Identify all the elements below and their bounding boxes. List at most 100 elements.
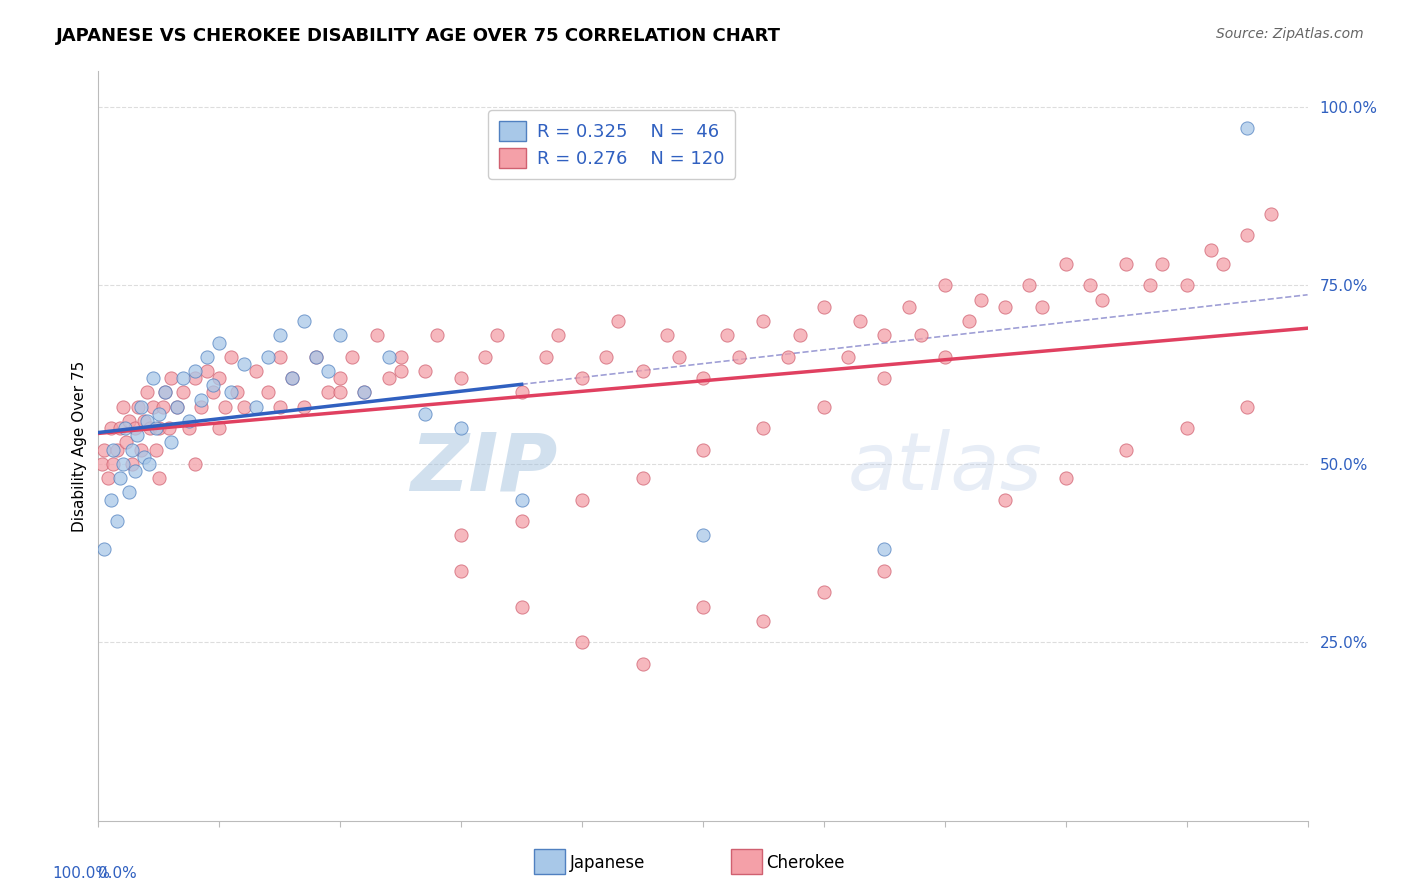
Point — [127, 428, 149, 442]
Point — [256, 350, 278, 364]
Point — [1054, 257, 1077, 271]
Point — [450, 564, 472, 578]
Point — [413, 364, 436, 378]
Point — [450, 528, 472, 542]
Point — [873, 371, 896, 385]
Point — [389, 364, 412, 378]
Point — [631, 657, 654, 671]
Point — [728, 350, 751, 364]
Point — [100, 492, 122, 507]
Text: atlas: atlas — [848, 429, 1043, 508]
Point — [1152, 257, 1174, 271]
Point — [226, 385, 249, 400]
Point — [145, 442, 167, 457]
Point — [195, 364, 218, 378]
Point — [1175, 421, 1198, 435]
Text: Japanese: Japanese — [569, 854, 645, 871]
Point — [873, 564, 896, 578]
Point — [1212, 257, 1234, 271]
Point — [1018, 278, 1040, 293]
Point — [910, 328, 932, 343]
Point — [305, 350, 328, 364]
Point — [114, 421, 136, 435]
Text: Source: ZipAtlas.com: Source: ZipAtlas.com — [1216, 27, 1364, 41]
Point — [256, 385, 278, 400]
Point — [152, 400, 174, 414]
Point — [631, 364, 654, 378]
Point — [148, 407, 170, 421]
Point — [595, 350, 617, 364]
Point — [1115, 442, 1137, 457]
Point — [232, 357, 254, 371]
Point — [510, 492, 533, 507]
Point — [142, 400, 165, 414]
Text: 0.0%: 0.0% — [98, 865, 138, 880]
Point — [1199, 243, 1222, 257]
Point — [897, 300, 920, 314]
Point — [957, 314, 980, 328]
Point — [135, 414, 157, 428]
Point — [91, 457, 114, 471]
Point — [135, 385, 157, 400]
Point — [111, 457, 134, 471]
Legend: R = 0.325    N =  46, R = 0.276    N = 120: R = 0.325 N = 46, R = 0.276 N = 120 — [488, 111, 735, 179]
Point — [934, 278, 956, 293]
Point — [118, 414, 141, 428]
Point — [105, 442, 128, 457]
Point — [474, 350, 496, 364]
Point — [873, 328, 896, 343]
Point — [292, 400, 315, 414]
Point — [101, 442, 124, 457]
Point — [202, 385, 225, 400]
Point — [1236, 228, 1258, 243]
Point — [353, 385, 375, 400]
Point — [994, 492, 1017, 507]
Point — [245, 364, 267, 378]
Point — [329, 385, 352, 400]
Point — [145, 421, 167, 435]
Point — [450, 371, 472, 385]
Point — [124, 464, 146, 478]
Point — [1236, 400, 1258, 414]
Point — [179, 421, 201, 435]
Point — [377, 371, 399, 385]
Point — [752, 314, 775, 328]
Point — [127, 400, 149, 414]
Point — [166, 400, 188, 414]
Point — [813, 300, 835, 314]
Point — [813, 585, 835, 599]
Point — [752, 421, 775, 435]
Point — [281, 371, 304, 385]
Point — [148, 421, 170, 435]
Point — [172, 385, 194, 400]
Point — [190, 392, 212, 407]
Text: Cherokee: Cherokee — [766, 854, 845, 871]
Point — [849, 314, 872, 328]
Point — [305, 350, 328, 364]
Text: JAPANESE VS CHEROKEE DISABILITY AGE OVER 75 CORRELATION CHART: JAPANESE VS CHEROKEE DISABILITY AGE OVER… — [56, 27, 782, 45]
Point — [668, 350, 690, 364]
Point — [105, 514, 128, 528]
Point — [157, 421, 180, 435]
Point — [571, 492, 593, 507]
Point — [389, 350, 412, 364]
Point — [1115, 257, 1137, 271]
Point — [208, 335, 231, 350]
Point — [100, 421, 122, 435]
Point — [316, 364, 339, 378]
Point — [148, 471, 170, 485]
Point — [269, 400, 291, 414]
Point — [208, 371, 231, 385]
Point — [292, 314, 315, 328]
Point — [450, 421, 472, 435]
Point — [692, 599, 714, 614]
Point — [934, 350, 956, 364]
Point — [118, 485, 141, 500]
Point — [232, 400, 254, 414]
Point — [547, 328, 569, 343]
Point — [752, 614, 775, 628]
Point — [994, 300, 1017, 314]
Point — [142, 371, 165, 385]
Point — [692, 371, 714, 385]
Point — [413, 407, 436, 421]
